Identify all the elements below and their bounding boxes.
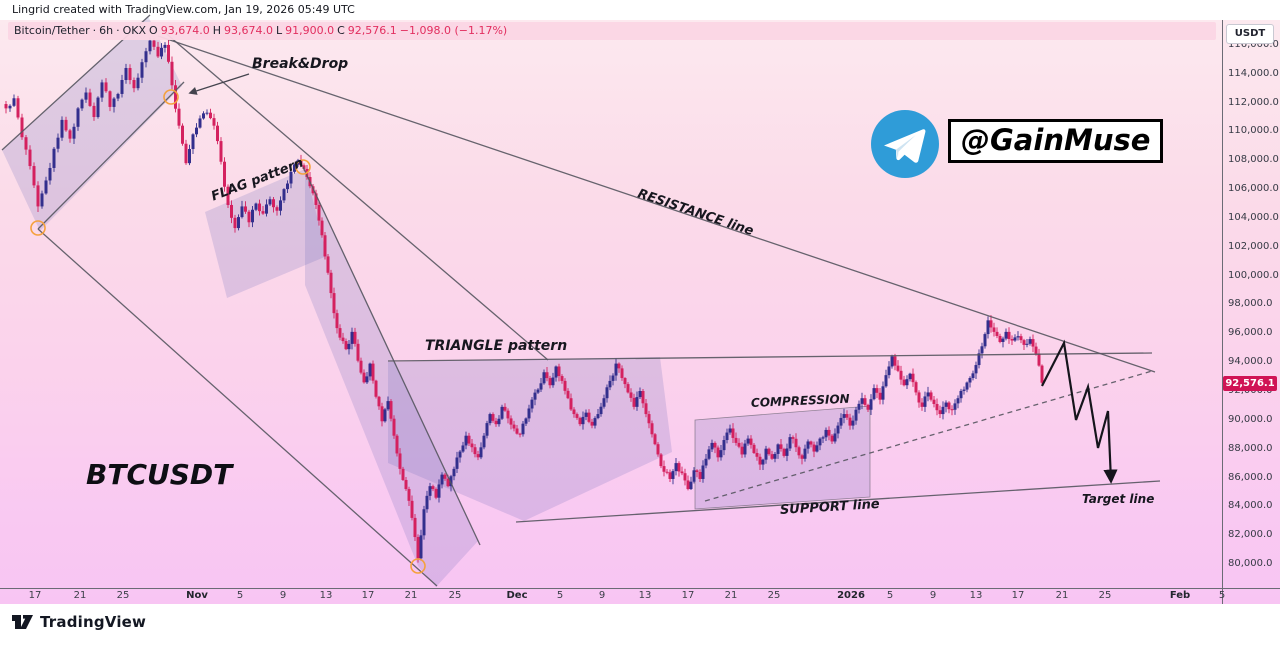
time-tick-label: 17 — [1011, 590, 1025, 601]
time-tick-label: 21 — [73, 590, 87, 601]
gainmuse-handle-badge[interactable]: @GainMuse — [948, 119, 1164, 163]
price-tick-label: 90,000.0 — [1228, 413, 1273, 425]
flag-breakdown-line[interactable] — [302, 166, 481, 546]
time-tick-label: Nov — [186, 590, 208, 601]
target-zigzag-arrow[interactable] — [1041, 339, 1118, 484]
price-tick-label: 116,000.0 — [1228, 38, 1279, 50]
price-tick-label: 82,000.0 — [1228, 529, 1273, 541]
time-tick-label: 5 — [886, 590, 894, 601]
line-anchor-circle[interactable] — [295, 159, 311, 175]
price-tick-label: 110,000.0 — [1228, 125, 1279, 137]
channel-lower-line[interactable] — [37, 81, 185, 230]
time-tick-label: 17 — [681, 590, 695, 601]
triangle-pattern-label[interactable]: TRIANGLE pattern — [425, 338, 568, 354]
pattern-shading-group — [2, 16, 871, 587]
triangle-top-line[interactable] — [387, 352, 1153, 362]
price-tick-label: 96,000.0 — [1228, 327, 1273, 339]
price-tick-label: 112,000.0 — [1228, 96, 1279, 108]
footer-bar: TradingView — [0, 604, 1280, 646]
price-tick-label: 98,000.0 — [1228, 298, 1273, 310]
shade-flag-channel — [205, 169, 327, 298]
price-tick-label: 108,000.0 — [1228, 154, 1279, 166]
price-tick-label: 106,000.0 — [1228, 183, 1279, 195]
time-tick-label: 25 — [448, 590, 462, 601]
price-tick-label: 84,000.0 — [1228, 500, 1273, 512]
time-axis[interactable]: 17 21 25 Nov 5 9 13 17 21 25 Dec 5 9 13 17 21 25 2026 5 9 13… — [0, 589, 1280, 604]
time-tick-label: 21 — [1055, 590, 1069, 601]
time-tick-label: 25 — [116, 590, 130, 601]
price-axis-border — [1222, 20, 1223, 605]
symbol-watermark: BTCUSDT — [86, 458, 233, 491]
shade-triangle-pattern — [388, 357, 672, 521]
time-tick-label: 9 — [279, 590, 287, 601]
currency-toggle-button[interactable]: USDT — [1226, 24, 1274, 44]
time-tick-label: Dec — [506, 590, 528, 601]
time-tick-label: Feb — [1169, 590, 1191, 601]
time-tick-label: 5 — [1218, 590, 1226, 601]
trendlines-group[interactable] — [1, 14, 1161, 587]
shade-rising-channel — [2, 16, 182, 231]
time-tick-label: 21 — [404, 590, 418, 601]
anchor-markers-group — [30, 89, 426, 574]
telegram-icon — [869, 108, 941, 184]
price-tick-label: 94,000.0 — [1228, 356, 1273, 368]
line-anchor-circle[interactable] — [30, 220, 46, 236]
time-axis-border — [0, 588, 1280, 589]
time-tick-label: 25 — [767, 590, 781, 601]
tradingview-brand-name: TradingView — [40, 613, 147, 631]
price-tick-label: 102,000.0 — [1228, 240, 1279, 252]
time-tick-label: 13 — [969, 590, 983, 601]
price-tick-label: 100,000.0 — [1228, 269, 1279, 281]
time-tick-label: 9 — [598, 590, 606, 601]
time-tick-label: 9 — [929, 590, 937, 601]
break-drop-arrow[interactable] — [188, 73, 250, 95]
break-drop-label[interactable]: Break&Drop — [252, 56, 349, 72]
time-tick-label: 17 — [28, 590, 42, 601]
time-tick-label: 2026 — [837, 590, 865, 601]
major-downtrend-line[interactable] — [37, 228, 438, 587]
line-anchor-circle[interactable] — [163, 89, 179, 105]
time-tick-label: 21 — [724, 590, 738, 601]
time-tick-label: 13 — [319, 590, 333, 601]
chart-plot-background[interactable] — [0, 20, 1280, 604]
resistance-line[interactable] — [157, 35, 1156, 373]
line-anchor-circle[interactable] — [410, 558, 426, 574]
last-price-badge: 92,576.1 — [1223, 375, 1277, 391]
price-tick-label: 104,000.0 — [1228, 211, 1279, 223]
peak-breakdown-line[interactable] — [161, 29, 549, 361]
shade-descent-band — [305, 170, 478, 587]
price-axis[interactable]: 116,000.0 114,000.0 112,000.0 110,000.0 108,… — [1222, 20, 1280, 604]
time-tick-label: 25 — [1098, 590, 1112, 601]
target-line-label[interactable]: Target line — [1082, 492, 1155, 506]
price-tick-label: 114,000.0 — [1228, 67, 1279, 79]
attribution-text: Lingrid created with TradingView.com, Ja… — [12, 3, 355, 16]
price-tick-label: 88,000.0 — [1228, 442, 1273, 454]
dashed-ascending-trendline[interactable] — [704, 370, 1153, 502]
arrows-group — [188, 73, 1118, 484]
support-target-line[interactable] — [515, 480, 1161, 523]
time-tick-label: 5 — [556, 590, 564, 601]
time-tick-label: 17 — [361, 590, 375, 601]
ohlc-legend: Bitcoin/Tether · 6h · OKX O 93,674.0 H 93,674.0 L… — [8, 22, 1216, 40]
tradingview-logo-icon — [12, 615, 33, 629]
price-tick-label: 80,000.0 — [1228, 558, 1273, 570]
tradingview-attribution[interactable]: TradingView — [12, 613, 146, 631]
price-tick-label: 86,000.0 — [1228, 471, 1273, 483]
time-tick-label: 13 — [638, 590, 652, 601]
time-tick-label: 5 — [236, 590, 244, 601]
